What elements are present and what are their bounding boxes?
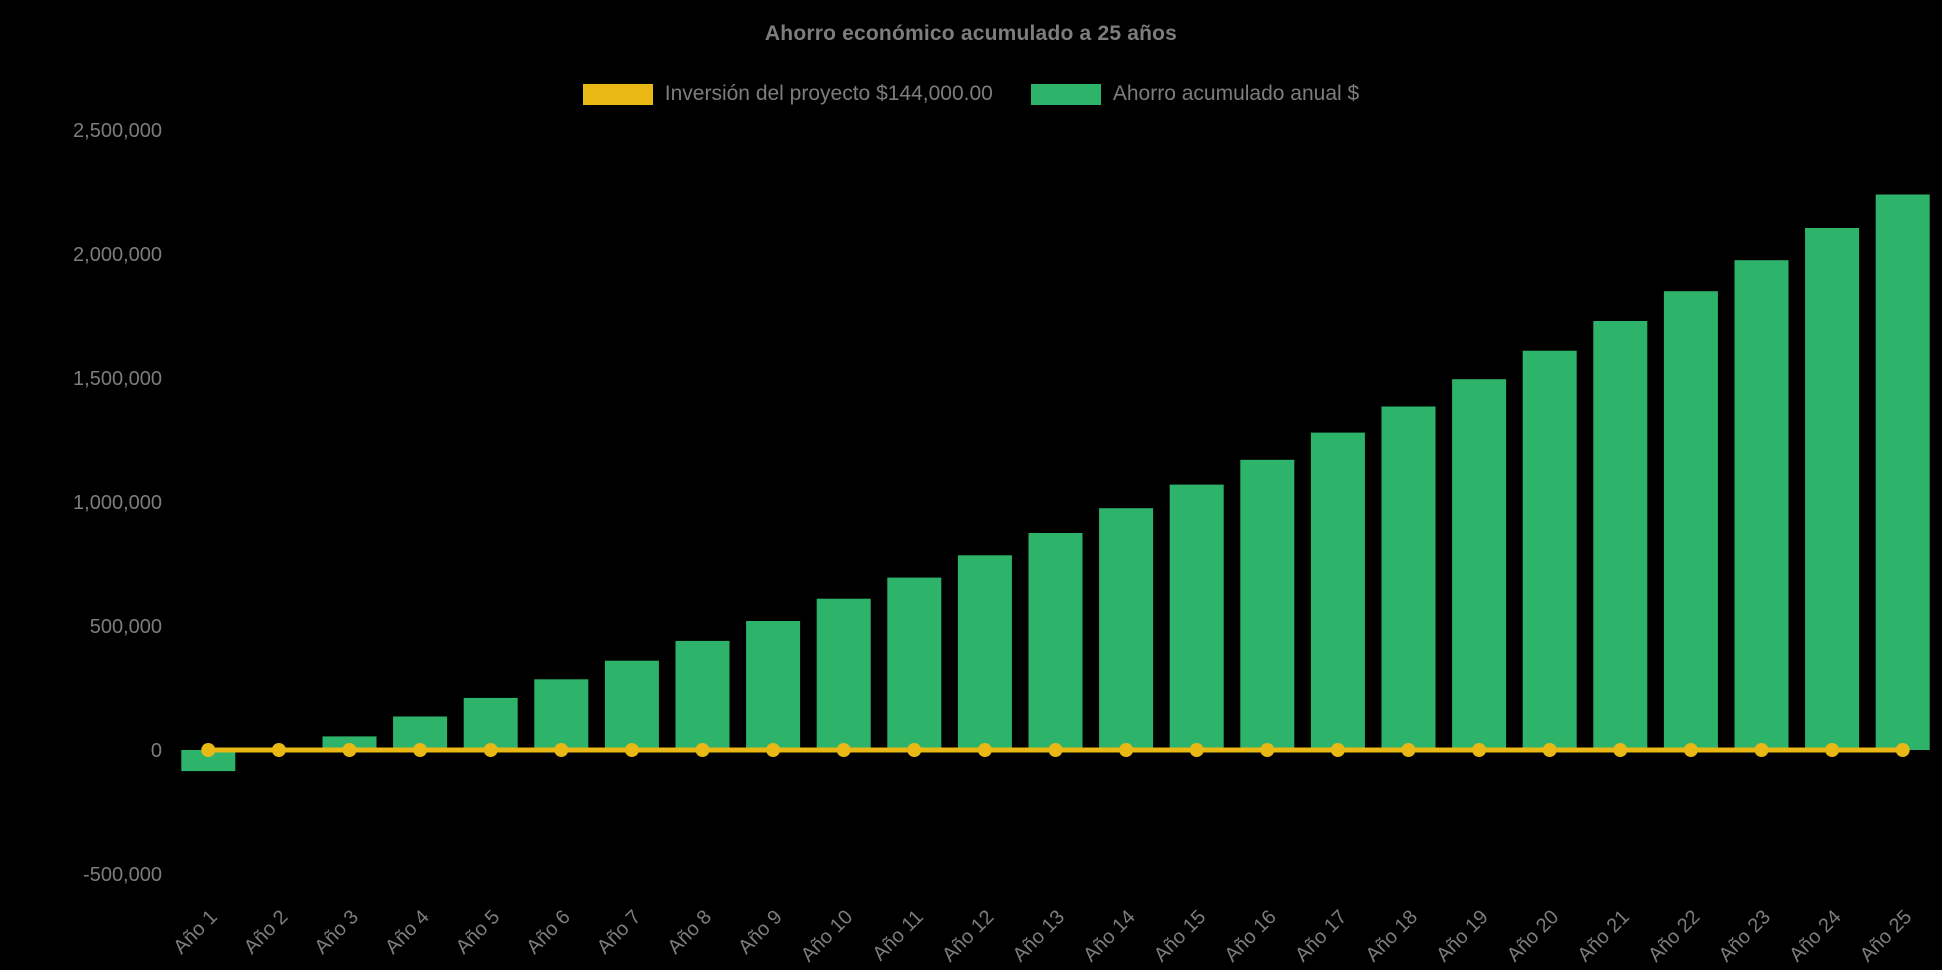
investment-line-point[interactable] [342, 743, 357, 757]
chart-bar[interactable] [675, 640, 730, 750]
x-tick-label: Año 17 [1291, 906, 1351, 966]
chart-bar[interactable] [1169, 484, 1224, 750]
x-tick-label: Año 15 [1150, 906, 1210, 966]
investment-line-point[interactable] [1542, 743, 1557, 757]
x-tick-label: Año 1 [169, 906, 222, 959]
chart-bar[interactable] [1028, 533, 1083, 750]
chart-bar[interactable] [1522, 350, 1577, 750]
chart-bar[interactable] [1663, 291, 1718, 750]
x-tick-label: Año 10 [797, 906, 857, 966]
x-tick-label: Año 20 [1503, 906, 1563, 966]
investment-line-point[interactable] [554, 743, 569, 757]
chart-bar[interactable] [1310, 432, 1365, 750]
investment-line-point[interactable] [1825, 743, 1840, 757]
chart-bar[interactable] [1875, 194, 1930, 751]
chart-bar[interactable] [957, 555, 1012, 750]
legend-label: Ahorro acumulado anual $ [1112, 82, 1360, 105]
investment-line-point[interactable] [836, 743, 851, 757]
investment-line-point[interactable] [624, 743, 639, 757]
investment-line-point[interactable] [1330, 743, 1345, 757]
investment-line-point[interactable] [977, 743, 992, 757]
investment-line-point[interactable] [1472, 743, 1487, 757]
x-tick-label: Año 18 [1362, 906, 1422, 966]
y-tick-label: 500,000 [90, 616, 162, 638]
x-tick-label: Año 16 [1220, 906, 1280, 966]
investment-line-point[interactable] [1401, 743, 1416, 757]
chart-title: Ahorro económico acumulado a 25 años [764, 22, 1178, 45]
x-tick-label: Año 3 [311, 906, 364, 959]
x-tick-label: Año 6 [522, 906, 575, 959]
investment-line-point[interactable] [1189, 743, 1204, 757]
x-tick-label: Año 8 [664, 906, 717, 959]
legend-item-investment[interactable]: Inversión del proyecto $144,000.00 [582, 82, 993, 106]
investment-line-point[interactable] [695, 743, 710, 757]
x-tick-label: Año 9 [734, 906, 787, 959]
y-tick-label: 2,000,000 [73, 244, 162, 266]
investment-line-point[interactable] [1048, 743, 1063, 757]
x-tick-label: Año 5 [452, 906, 505, 959]
x-tick-label: Año 14 [1079, 906, 1139, 966]
x-tick-label: Año 22 [1644, 906, 1704, 966]
x-tick-label: Año 2 [240, 906, 293, 959]
x-tick-label: Año 12 [938, 906, 998, 966]
chart-bar[interactable] [816, 598, 871, 750]
investment-line-point[interactable] [483, 743, 498, 757]
legend-item-savings[interactable]: Ahorro acumulado anual $ [1030, 82, 1360, 106]
investment-line-point[interactable] [1260, 743, 1275, 757]
investment-line-point[interactable] [413, 743, 428, 757]
investment-line-point[interactable] [1754, 743, 1769, 757]
x-tick-label: Año 24 [1785, 906, 1845, 966]
x-tick-label: Año 7 [593, 906, 646, 959]
investment-line-point[interactable] [1895, 743, 1910, 757]
investment-line-point[interactable] [201, 743, 216, 757]
chart-bar[interactable] [463, 697, 518, 750]
chart-bar[interactable] [1805, 228, 1860, 750]
x-tick-label: Año 11 [869, 906, 928, 965]
chart-bar[interactable] [1381, 406, 1436, 751]
x-tick-label: Año 21 [1573, 906, 1633, 966]
chart-bar[interactable] [181, 750, 236, 772]
chart-bar[interactable] [1734, 260, 1789, 750]
chart-bar[interactable] [534, 679, 589, 750]
x-tick-label: Año 19 [1432, 906, 1492, 966]
y-tick-label: 1,500,000 [73, 368, 162, 390]
legend-swatch [582, 83, 653, 105]
chart-legend: Inversión del proyecto $144,000.00 Ahorro… [0, 82, 1942, 106]
investment-line-point[interactable] [1613, 743, 1628, 757]
chart-bar[interactable] [1593, 321, 1648, 750]
chart-canvas: -500,000 0 500,000 1,000,000 1,500,000 2,000,… [73, 120, 1930, 966]
chart-bar[interactable] [1099, 508, 1154, 750]
legend-swatch [1030, 83, 1101, 105]
x-tick-label: Año 4 [381, 906, 434, 959]
chart-bar[interactable] [604, 660, 659, 750]
investment-line-point[interactable] [271, 743, 286, 757]
y-tick-label: 2,500,000 [73, 120, 162, 142]
y-tick-label: 0 [151, 740, 162, 762]
legend-label: Inversión del proyecto $144,000.00 [664, 82, 993, 105]
y-tick-label: 1,000,000 [73, 492, 162, 514]
investment-line-point[interactable] [766, 743, 781, 757]
investment-line-point[interactable] [1119, 743, 1134, 757]
chart-bar[interactable] [887, 577, 942, 750]
chart-bar[interactable] [1240, 459, 1295, 750]
x-tick-label: Año 13 [1009, 906, 1069, 966]
x-tick-label: Año 23 [1715, 906, 1775, 966]
investment-line-point[interactable] [1683, 743, 1698, 757]
y-tick-label: -500,000 [83, 864, 162, 886]
chart-bar[interactable] [1452, 379, 1507, 750]
investment-line-point[interactable] [907, 743, 922, 757]
x-tick-label: Año 25 [1856, 906, 1916, 966]
chart-bar[interactable] [746, 621, 801, 750]
